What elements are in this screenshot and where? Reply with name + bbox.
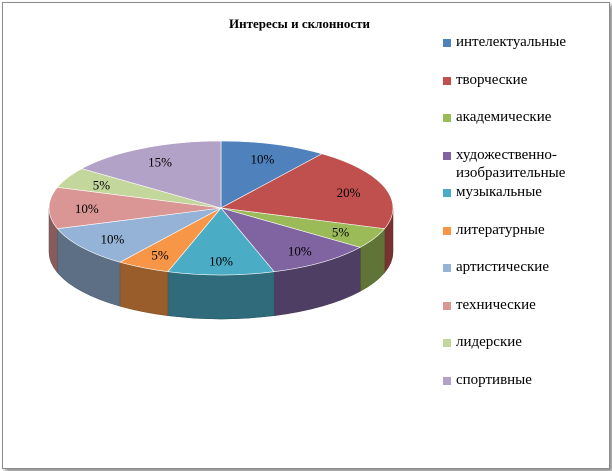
pie-value-label-6: 5% [151, 248, 169, 263]
pie-value-label-10: 15% [148, 154, 172, 169]
legend-label: артистические [456, 259, 549, 275]
legend-swatch [443, 151, 451, 160]
pie-slice-7 [56, 207, 222, 263]
pie-side-walls [48, 207, 394, 320]
legend-swatch [443, 226, 451, 235]
pie-slice-1 [220, 140, 323, 209]
chart-title: Интересы и склонности [229, 16, 371, 31]
pie-value-label-9: 5% [93, 177, 111, 192]
legend-swatch [443, 264, 451, 272]
legend-swatch [443, 301, 451, 310]
pie-slice-5 [167, 207, 275, 276]
pie-side-5 [167, 271, 275, 320]
pie-slice-10 [81, 140, 222, 209]
legend-swatch [443, 376, 451, 385]
pie-value-label-7: 10% [101, 232, 125, 247]
pie-value-label-4: 10% [288, 243, 312, 258]
legend-label: технические [456, 296, 536, 313]
legend-label: творческие [456, 71, 528, 88]
legend-label: академические [456, 109, 552, 125]
pie-value-labels: 10% 20% 5% 10% 10% 5% 10% 10% 5% 15% [75, 151, 361, 268]
pie-slice-4 [220, 207, 361, 273]
legend-swatch [443, 39, 451, 47]
legend-swatch [443, 339, 451, 347]
pie-value-label-3: 5% [332, 225, 350, 240]
pie-value-label-8: 10% [75, 201, 99, 216]
legend-label: лидерские [456, 334, 522, 350]
legend-label: музыкальные [456, 184, 542, 200]
pie-chart: 10% 20% 5% 10% 10% 5% 10% 10% 5% 15% [48, 140, 394, 320]
legend: интелектуальные творческие академические ху… [443, 3, 612, 468]
pie-value-label-2: 20% [337, 185, 361, 200]
legend-swatch [443, 189, 451, 197]
legend-label: интелектуальные [456, 34, 567, 50]
pie-value-label-5: 10% [209, 253, 233, 268]
legend-label: спортивные [456, 371, 532, 388]
pie-slice-8 [48, 186, 222, 230]
legend-swatch [443, 114, 451, 122]
legend-swatch [443, 76, 451, 85]
pie-slice-2 [220, 153, 394, 230]
legend-label: литературные [456, 221, 545, 238]
pie-top [48, 140, 394, 276]
pie-value-label-1: 10% [251, 151, 275, 166]
legend-label: художественно-изобразительные [456, 146, 566, 181]
